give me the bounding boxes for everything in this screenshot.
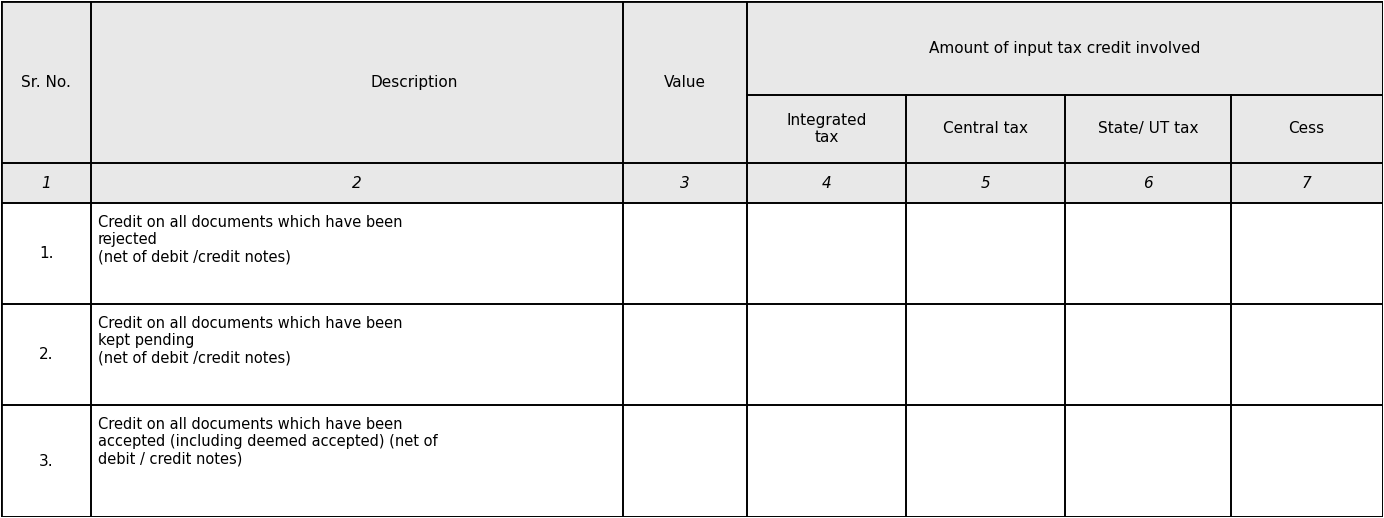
- Bar: [623, 163, 747, 204]
- Bar: [1064, 406, 1230, 516]
- Bar: [1064, 305, 1230, 406]
- Bar: [1, 163, 91, 204]
- Bar: [747, 305, 907, 406]
- Text: Cess: Cess: [1289, 121, 1324, 136]
- Bar: [1064, 204, 1230, 305]
- Text: Central tax: Central tax: [943, 121, 1028, 136]
- Bar: [747, 95, 907, 163]
- Bar: [1230, 95, 1383, 163]
- Bar: [91, 163, 623, 204]
- Bar: [91, 305, 623, 406]
- Bar: [623, 163, 747, 204]
- Bar: [1, 204, 91, 305]
- Text: Credit on all documents which have been
rejected
(net of debit /credit notes): Credit on all documents which have been …: [98, 215, 403, 265]
- Bar: [623, 305, 747, 406]
- Text: 4: 4: [822, 176, 832, 191]
- Bar: [623, 2, 747, 163]
- Text: Description: Description: [371, 75, 458, 90]
- Text: 2: 2: [352, 176, 363, 191]
- Text: Credit on all documents which have been
accepted (including deemed accepted) (ne: Credit on all documents which have been …: [98, 417, 437, 467]
- Bar: [623, 406, 747, 516]
- Bar: [1064, 95, 1230, 163]
- Bar: [907, 163, 1064, 204]
- Bar: [747, 204, 907, 305]
- Bar: [1064, 95, 1230, 163]
- Bar: [91, 163, 623, 204]
- Bar: [907, 163, 1064, 204]
- Text: 1.: 1.: [39, 247, 54, 262]
- Bar: [91, 2, 623, 163]
- Text: Amount of input tax credit involved: Amount of input tax credit involved: [929, 40, 1200, 55]
- Bar: [1064, 163, 1230, 204]
- Bar: [907, 95, 1064, 163]
- Bar: [1230, 204, 1383, 305]
- Bar: [747, 95, 907, 163]
- Bar: [907, 406, 1064, 516]
- Text: 3.: 3.: [39, 454, 54, 469]
- Bar: [91, 406, 623, 516]
- Bar: [1230, 163, 1383, 204]
- Bar: [1230, 95, 1383, 163]
- Text: Sr. No.: Sr. No.: [21, 75, 71, 90]
- Bar: [623, 204, 747, 305]
- Text: 7: 7: [1302, 176, 1312, 191]
- Bar: [1230, 305, 1383, 406]
- Bar: [1, 406, 91, 516]
- Text: 2.: 2.: [39, 348, 54, 363]
- Bar: [1, 305, 91, 406]
- Bar: [623, 2, 747, 163]
- Bar: [907, 305, 1064, 406]
- Bar: [907, 204, 1064, 305]
- Bar: [1230, 406, 1383, 516]
- Text: 3: 3: [680, 176, 691, 191]
- Text: 1: 1: [42, 176, 51, 191]
- Bar: [747, 2, 1383, 95]
- Bar: [1064, 163, 1230, 204]
- Text: 5: 5: [981, 176, 991, 191]
- Bar: [907, 95, 1064, 163]
- Text: 6: 6: [1143, 176, 1153, 191]
- Bar: [747, 2, 1383, 95]
- Bar: [91, 204, 623, 305]
- Bar: [1, 2, 91, 163]
- Bar: [747, 163, 907, 204]
- Bar: [1230, 163, 1383, 204]
- Bar: [747, 163, 907, 204]
- Text: Integrated
tax: Integrated tax: [786, 113, 866, 145]
- Text: State/ UT tax: State/ UT tax: [1098, 121, 1199, 136]
- Text: Value: Value: [664, 75, 706, 90]
- Bar: [1, 2, 91, 163]
- Bar: [1, 163, 91, 204]
- Bar: [91, 2, 623, 163]
- Text: Credit on all documents which have been
kept pending
(net of debit /credit notes: Credit on all documents which have been …: [98, 316, 403, 366]
- Bar: [747, 406, 907, 516]
